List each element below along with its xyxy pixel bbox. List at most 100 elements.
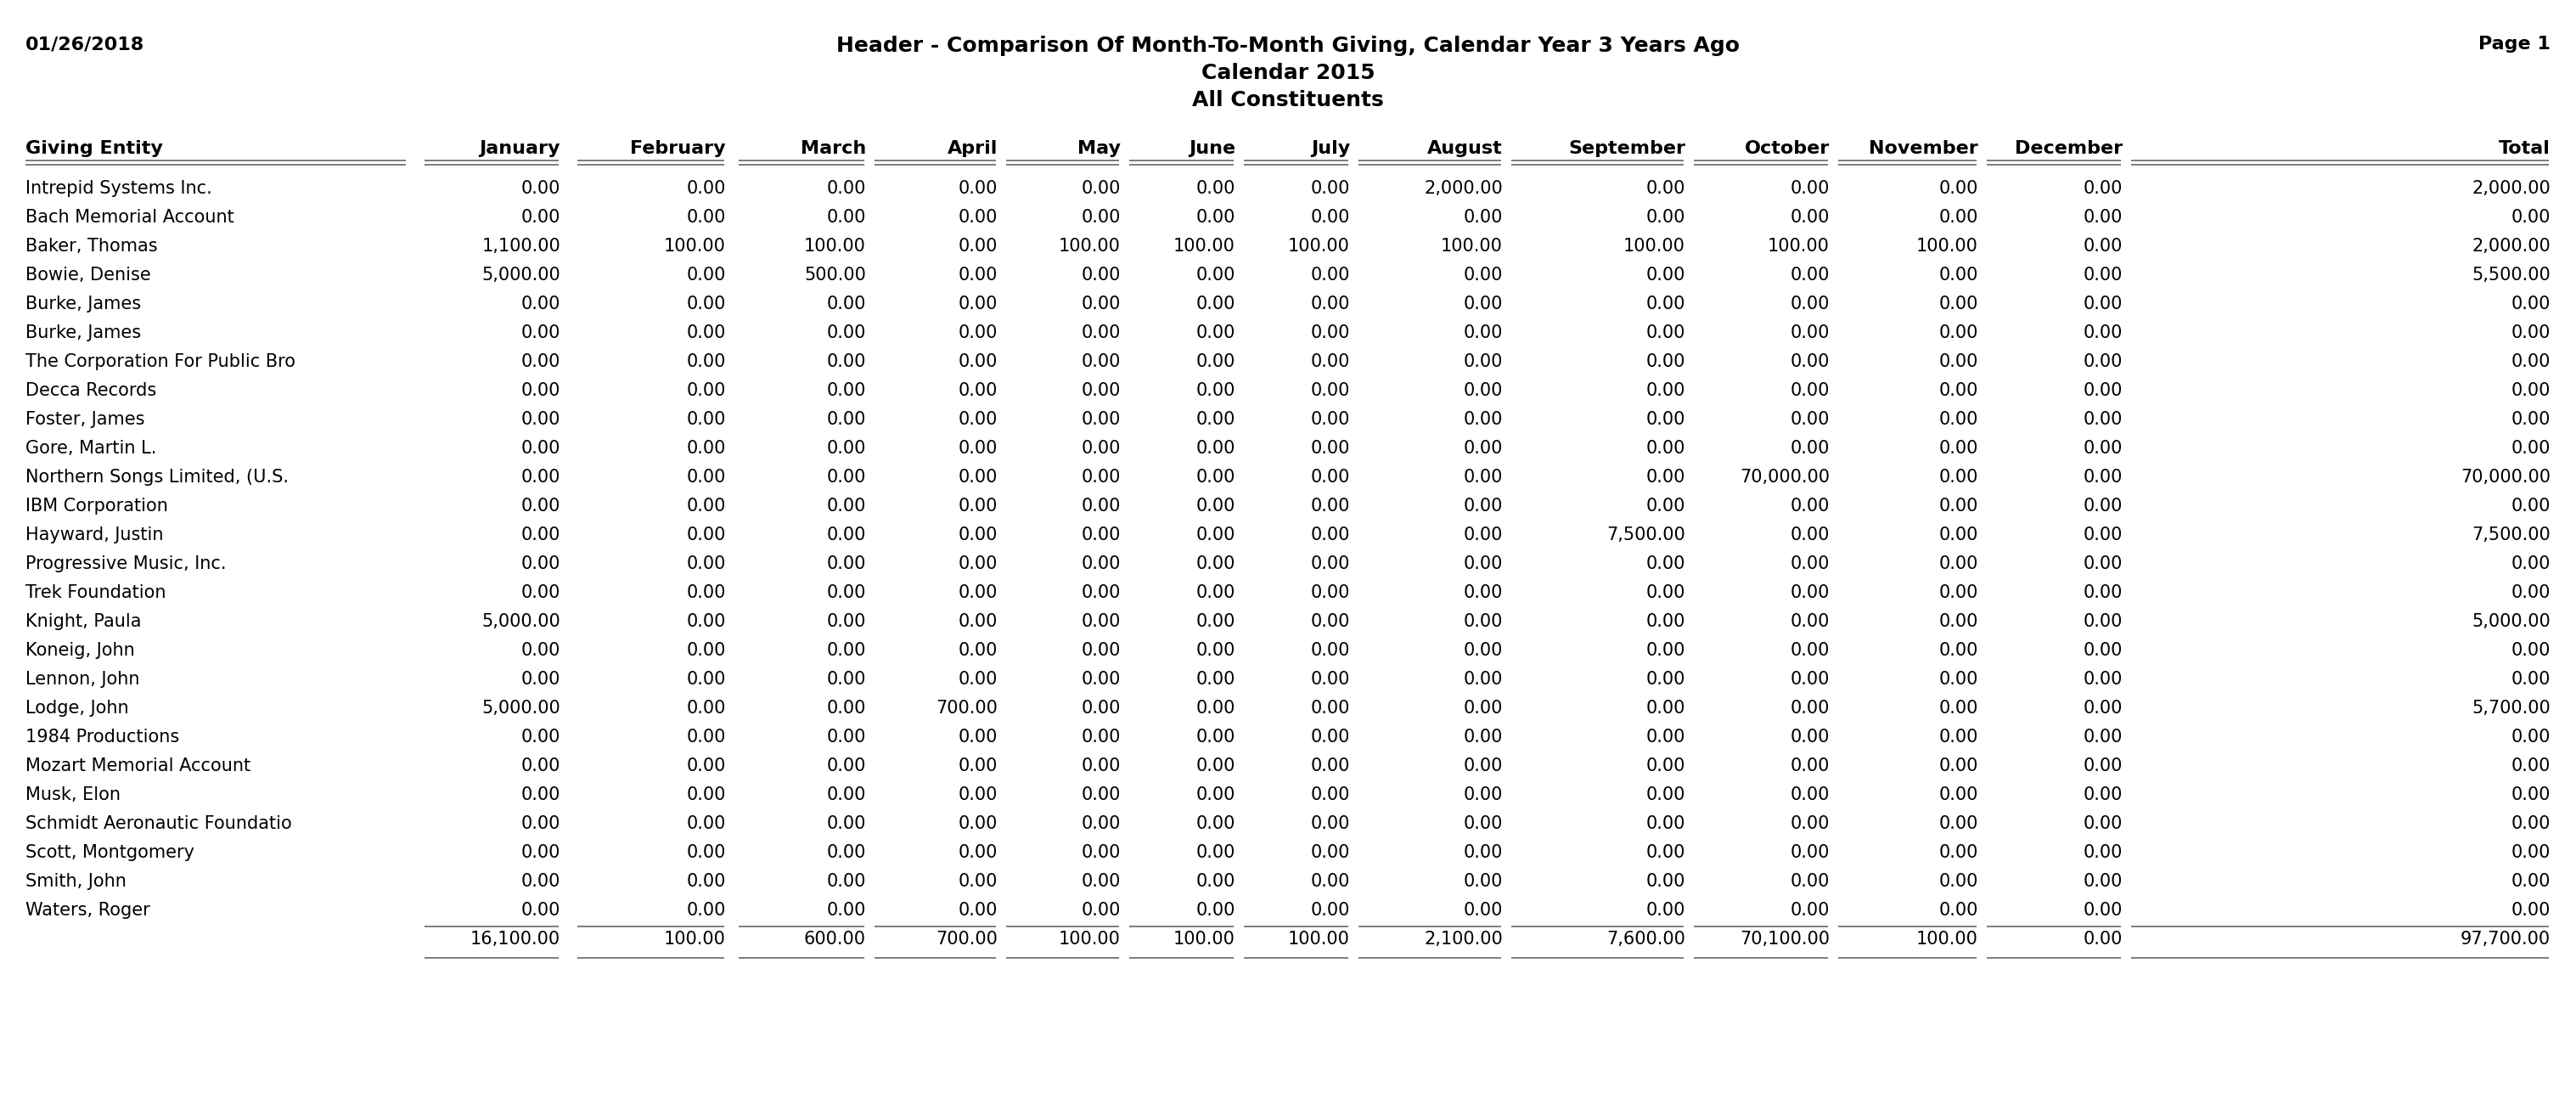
Text: Foster, James: Foster, James: [26, 411, 144, 428]
Text: 0.00: 0.00: [958, 758, 997, 774]
Text: 0.00: 0.00: [1790, 556, 1829, 572]
Text: 0.00: 0.00: [958, 411, 997, 428]
Text: 0.00: 0.00: [1311, 642, 1350, 659]
Text: 0.00: 0.00: [1082, 613, 1121, 630]
Text: Decca Records: Decca Records: [26, 382, 157, 399]
Text: 0.00: 0.00: [2084, 671, 2123, 687]
Text: 0.00: 0.00: [827, 671, 866, 687]
Text: 0.00: 0.00: [1463, 613, 1502, 630]
Text: 0.00: 0.00: [827, 556, 866, 572]
Text: June: June: [1188, 141, 1236, 157]
Text: 0.00: 0.00: [2084, 411, 2123, 428]
Text: 0.00: 0.00: [1195, 556, 1236, 572]
Text: 0.00: 0.00: [2512, 671, 2550, 687]
Text: 0.00: 0.00: [2512, 873, 2550, 890]
Text: 0.00: 0.00: [2512, 497, 2550, 515]
Text: 0.00: 0.00: [1195, 729, 1236, 746]
Text: 0.00: 0.00: [827, 411, 866, 428]
Text: 0.00: 0.00: [1790, 295, 1829, 313]
Text: 0.00: 0.00: [1082, 671, 1121, 687]
Text: 0.00: 0.00: [1195, 901, 1236, 919]
Text: Smith, John: Smith, John: [26, 873, 126, 890]
Text: 0.00: 0.00: [1940, 209, 1978, 226]
Text: 0.00: 0.00: [520, 354, 562, 370]
Text: 0.00: 0.00: [2512, 295, 2550, 313]
Text: 0.00: 0.00: [1082, 324, 1121, 341]
Text: 0.00: 0.00: [827, 729, 866, 746]
Text: 0.00: 0.00: [688, 295, 726, 313]
Text: 0.00: 0.00: [827, 180, 866, 197]
Text: 0.00: 0.00: [1463, 786, 1502, 804]
Text: 0.00: 0.00: [520, 786, 562, 804]
Text: 0.00: 0.00: [2084, 180, 2123, 197]
Text: 2,000.00: 2,000.00: [2473, 238, 2550, 255]
Text: 0.00: 0.00: [688, 324, 726, 341]
Text: 0.00: 0.00: [1463, 469, 1502, 485]
Text: 0.00: 0.00: [1940, 354, 1978, 370]
Text: 0.00: 0.00: [1646, 613, 1685, 630]
Text: 0.00: 0.00: [1940, 671, 1978, 687]
Text: 0.00: 0.00: [688, 382, 726, 399]
Text: 100.00: 100.00: [1059, 931, 1121, 948]
Text: Gore, Martin L.: Gore, Martin L.: [26, 440, 157, 457]
Text: Header - Comparison Of Month-To-Month Giving, Calendar Year 3 Years Ago: Header - Comparison Of Month-To-Month Gi…: [837, 35, 1739, 56]
Text: 0.00: 0.00: [1790, 584, 1829, 602]
Text: 0.00: 0.00: [1646, 209, 1685, 226]
Text: February: February: [631, 141, 726, 157]
Text: 0.00: 0.00: [1082, 469, 1121, 485]
Text: 700.00: 700.00: [935, 931, 997, 948]
Text: 0.00: 0.00: [2084, 642, 2123, 659]
Text: 0.00: 0.00: [2084, 440, 2123, 457]
Text: 0.00: 0.00: [1311, 556, 1350, 572]
Text: 7,600.00: 7,600.00: [1607, 931, 1685, 948]
Text: 0.00: 0.00: [1940, 180, 1978, 197]
Text: 0.00: 0.00: [827, 758, 866, 774]
Text: 0.00: 0.00: [1790, 180, 1829, 197]
Text: 0.00: 0.00: [1463, 527, 1502, 544]
Text: 0.00: 0.00: [1195, 411, 1236, 428]
Text: 0.00: 0.00: [688, 642, 726, 659]
Text: 0.00: 0.00: [520, 758, 562, 774]
Text: 100.00: 100.00: [1917, 931, 1978, 948]
Text: 5,000.00: 5,000.00: [2473, 613, 2550, 630]
Text: 0.00: 0.00: [1463, 642, 1502, 659]
Text: 500.00: 500.00: [804, 267, 866, 283]
Text: 0.00: 0.00: [1082, 642, 1121, 659]
Text: 0.00: 0.00: [520, 729, 562, 746]
Text: 0.00: 0.00: [1646, 786, 1685, 804]
Text: 7,500.00: 7,500.00: [1607, 527, 1685, 544]
Text: 0.00: 0.00: [520, 411, 562, 428]
Text: 0.00: 0.00: [2512, 411, 2550, 428]
Text: Baker, Thomas: Baker, Thomas: [26, 238, 157, 255]
Text: August: August: [1427, 141, 1502, 157]
Text: 0.00: 0.00: [1195, 209, 1236, 226]
Text: 0.00: 0.00: [1311, 584, 1350, 602]
Text: 0.00: 0.00: [2084, 901, 2123, 919]
Text: 0.00: 0.00: [1646, 469, 1685, 485]
Text: 0.00: 0.00: [688, 584, 726, 602]
Text: 0.00: 0.00: [1082, 180, 1121, 197]
Text: 0.00: 0.00: [688, 873, 726, 890]
Text: 0.00: 0.00: [1463, 873, 1502, 890]
Text: 0.00: 0.00: [1082, 758, 1121, 774]
Text: 0.00: 0.00: [520, 556, 562, 572]
Text: 0.00: 0.00: [1790, 497, 1829, 515]
Text: 100.00: 100.00: [1288, 931, 1350, 948]
Text: 0.00: 0.00: [1082, 411, 1121, 428]
Text: 100.00: 100.00: [1288, 238, 1350, 255]
Text: Bach Memorial Account: Bach Memorial Account: [26, 209, 234, 226]
Text: 0.00: 0.00: [1195, 440, 1236, 457]
Text: 0.00: 0.00: [1790, 729, 1829, 746]
Text: 0.00: 0.00: [1646, 440, 1685, 457]
Text: 0.00: 0.00: [1463, 758, 1502, 774]
Text: 0.00: 0.00: [1311, 267, 1350, 283]
Text: 0.00: 0.00: [1463, 556, 1502, 572]
Text: All Constituents: All Constituents: [1193, 90, 1383, 111]
Text: 0.00: 0.00: [1790, 354, 1829, 370]
Text: 0.00: 0.00: [1463, 324, 1502, 341]
Text: 0.00: 0.00: [2084, 354, 2123, 370]
Text: 100.00: 100.00: [1175, 931, 1236, 948]
Text: Scott, Montgomery: Scott, Montgomery: [26, 844, 193, 861]
Text: 0.00: 0.00: [1940, 873, 1978, 890]
Text: 0.00: 0.00: [958, 382, 997, 399]
